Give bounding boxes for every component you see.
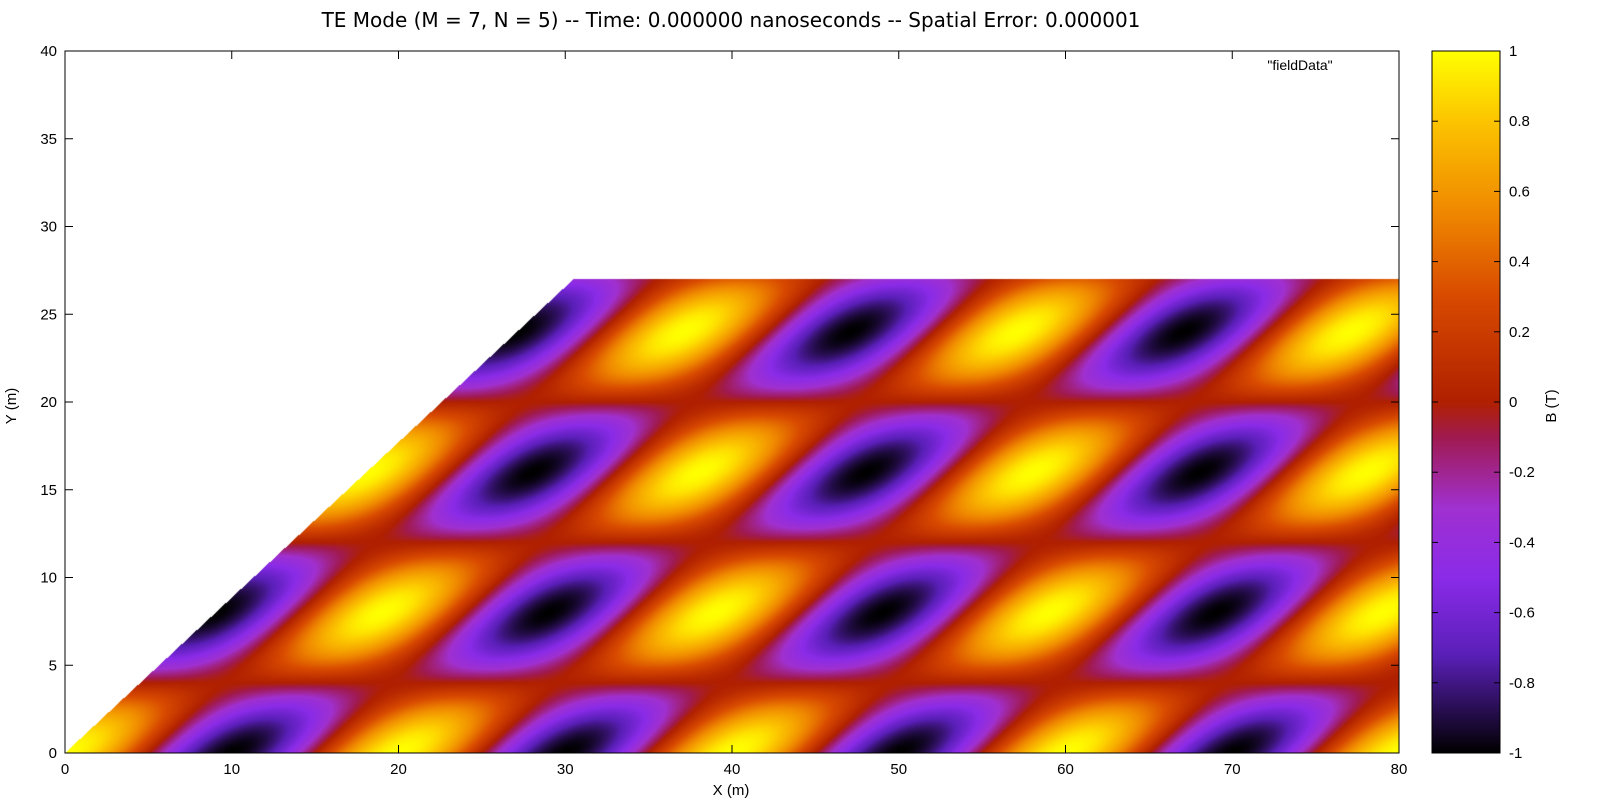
y-tick-label: 10 [40,570,57,587]
x-tick-label: 70 [1224,761,1241,778]
colorbar-tick-label: 0 [1509,394,1517,411]
x-axis-label: X (m) [713,782,750,799]
y-axis: 0 5 10 15 20 25 30 35 40 [40,43,1399,762]
x-tick-label: 80 [1391,761,1408,778]
x-tick-label: 30 [557,761,574,778]
x-tick-label: 20 [390,761,407,778]
y-tick-label: 15 [40,482,57,499]
y-tick-label: 30 [40,219,57,236]
colorbar-tick-label: 0.2 [1509,324,1530,341]
colorbar-label: B (T) [1543,389,1560,422]
y-tick-label: 20 [40,394,57,411]
colorbar-ticks: -1 -0.8 -0.6 -0.4 -0.2 0 0.2 0.4 0.6 0.8 1 [1432,43,1535,762]
colorbar-tick-label: -0.8 [1509,675,1535,692]
x-tick-label: 40 [724,761,741,778]
chart-title: TE Mode (M = 7, N = 5) -- Time: 0.000000… [321,8,1141,32]
y-axis-label: Y (m) [3,388,20,424]
x-tick-label: 0 [61,761,69,778]
colorbar-tick-label: -1 [1509,745,1522,762]
y-tick-label: 35 [40,131,57,148]
colorbar-tick-label: 0.4 [1509,254,1530,271]
colorbar: -1 -0.8 -0.6 -0.4 -0.2 0 0.2 0.4 0.6 0.8 1 B (T) [1431,43,1560,762]
legend-entry-fielddata: "fieldData" [1267,57,1332,73]
colorbar-tick-label: 0.6 [1509,183,1530,200]
colorbar-tick-label: 1 [1509,43,1517,60]
y-tick-label: 25 [40,306,57,323]
y-tick-label: 40 [40,43,57,60]
x-tick-label: 10 [223,761,240,778]
x-tick-label: 60 [1057,761,1074,778]
heatmap-area [65,51,1399,753]
colorbar-tick-label: -0.2 [1509,464,1535,481]
x-axis: 0 10 20 30 40 50 60 70 80 [61,51,1408,778]
x-tick-label: 50 [890,761,907,778]
colorbar-gradient [1431,50,1501,754]
colorbar-tick-label: -0.6 [1509,605,1535,622]
y-tick-label: 0 [49,745,57,762]
colorbar-tick-label: 0.8 [1509,113,1530,130]
colorbar-tick-label: -0.4 [1509,534,1535,551]
y-tick-label: 5 [49,657,57,674]
field-heatmap-image [65,51,1399,753]
